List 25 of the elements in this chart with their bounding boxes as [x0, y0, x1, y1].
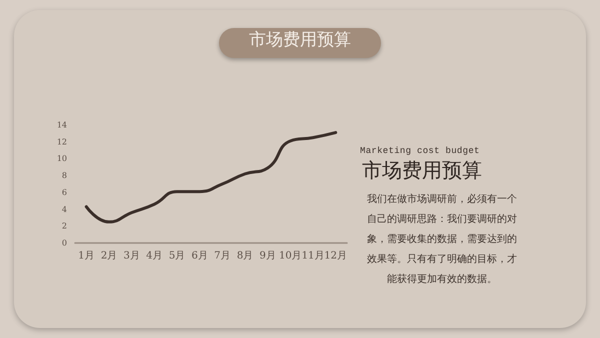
x-tick-label: 6月 [191, 250, 208, 262]
y-tick-label: 4 [62, 204, 67, 214]
x-tick-label: 4月 [146, 250, 163, 262]
x-tick-label: 10月 [278, 250, 302, 262]
text: 市场费用预算 [362, 157, 482, 184]
y-tick-label: 6 [62, 188, 67, 197]
y-tick-label: 2 [62, 222, 67, 231]
y-tick-label: 14 [56, 120, 67, 130]
y-tick-label: 8 [62, 171, 67, 180]
y-tick-label: 12 [56, 137, 67, 146]
x-tick-label: 5月 [168, 250, 186, 262]
y-tick-label: 0 [62, 238, 67, 248]
x-tick-label: 9月 [259, 250, 276, 262]
text: 我们在做市场调研前，必须有一个自己的调研思路：我们要调研的对象，需要收集的数据，需要达到的效果等。只有有了明确的目标，才能获得更加有效的数据。 [366, 192, 518, 287]
text: Marketing cost budget [360, 146, 480, 156]
x-tick-label: 11月 [302, 250, 324, 262]
x-tick-label: 8月 [236, 250, 254, 262]
x-tick-label: 1月 [78, 250, 95, 262]
line-series [84, 131, 338, 224]
x-tick-label: 2月 [100, 250, 118, 262]
x-tick-label: 7月 [214, 250, 231, 262]
x-tick-label: 12月 [324, 250, 348, 262]
x-tick-label: 3月 [123, 250, 140, 262]
y-tick-label: 10 [56, 154, 67, 164]
chart-title: 市场费用预算 [219, 28, 381, 58]
